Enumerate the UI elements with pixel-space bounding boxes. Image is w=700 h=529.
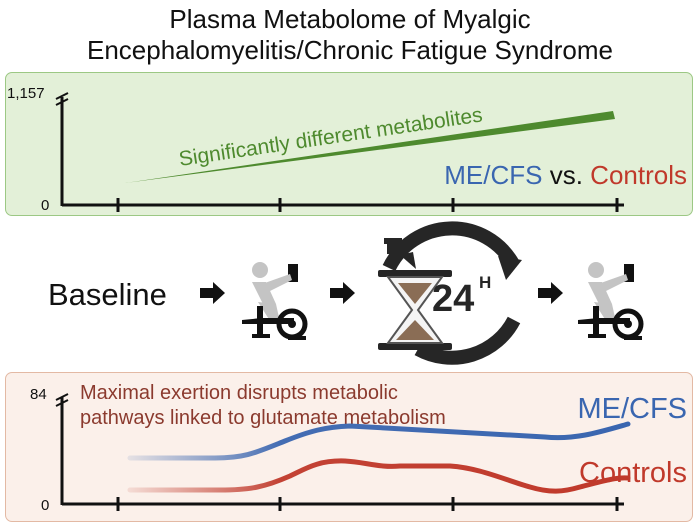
arrow-icon <box>538 282 563 304</box>
exercise-bike-icon <box>578 262 644 340</box>
top-y-min-label: 0 <box>41 197 49 214</box>
bottom-axis-break <box>55 393 69 407</box>
title-line-1: Plasma Metabolome of Myalgic <box>169 4 531 34</box>
mecfs-line <box>127 421 631 461</box>
exercise-bike-icon <box>242 262 308 340</box>
comparison-controls: Controls <box>590 160 687 190</box>
baseline-label: Baseline <box>48 277 167 312</box>
comparison-mecfs: ME/CFS <box>444 160 542 190</box>
trend-wedge <box>125 111 615 183</box>
bottom-chart: 84 0 Maximal exertion disrupts metabolic… <box>30 382 687 514</box>
exertion-description-line-1: Maximal exertion disrupts metabolic <box>80 382 398 404</box>
top-chart: 1,157 0 Significantly different metaboli… <box>7 85 687 214</box>
timer-unit: H <box>479 273 491 292</box>
title-line-2: Encephalomyelitis/Chronic Fatigue Syndro… <box>86 35 614 65</box>
arrow-icon <box>200 282 225 304</box>
top-y-max-label: 1,157 <box>7 85 45 102</box>
top-x-ticks <box>116 198 619 212</box>
exertion-description-line-2: pathways linked to glutamate metabolism <box>80 407 446 429</box>
bottom-x-ticks <box>116 497 619 511</box>
timer-label: 24 <box>432 278 474 320</box>
bottom-panel <box>5 372 693 522</box>
top-panel <box>5 72 693 216</box>
top-axis-break <box>55 92 69 106</box>
controls-series-label: Controls <box>579 457 687 489</box>
mecfs-series-label: ME/CFS <box>577 393 687 425</box>
bottom-y-max-label: 84 <box>30 386 47 403</box>
arrow-icon <box>330 282 355 304</box>
page-title: Plasma Metabolome of Myalgic Encephalomy… <box>0 4 700 66</box>
bottom-y-min-label: 0 <box>41 497 49 514</box>
controls-line <box>127 458 631 494</box>
comparison-label: ME/CFS vs. Controls <box>444 160 687 190</box>
comparison-vs: vs. <box>550 160 583 190</box>
hourglass-timer-icon: 24 H <box>378 221 522 365</box>
timeline-row: Baseline <box>48 221 644 365</box>
